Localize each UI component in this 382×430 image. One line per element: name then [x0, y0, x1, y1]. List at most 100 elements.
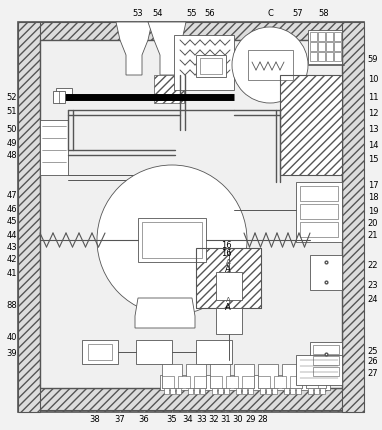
Bar — [242, 376, 254, 388]
Bar — [248, 50, 293, 80]
Text: 59: 59 — [368, 55, 378, 64]
Bar — [226, 376, 238, 388]
Bar — [290, 376, 302, 388]
Bar — [258, 376, 270, 388]
Bar — [196, 248, 261, 308]
Bar — [242, 388, 247, 394]
Bar — [40, 40, 342, 388]
Bar — [200, 388, 205, 394]
Text: 22: 22 — [368, 261, 378, 270]
Text: 23: 23 — [368, 280, 378, 289]
Bar — [176, 388, 181, 394]
Bar — [248, 388, 253, 394]
Text: 56: 56 — [205, 9, 215, 18]
Bar — [178, 376, 190, 388]
Bar — [280, 75, 342, 175]
Text: 10: 10 — [368, 76, 378, 85]
Text: 38: 38 — [90, 415, 100, 424]
Circle shape — [97, 165, 247, 315]
Bar — [318, 52, 325, 61]
Bar — [334, 32, 341, 41]
Bar — [310, 42, 317, 51]
Text: 25: 25 — [368, 347, 378, 356]
Bar — [280, 75, 342, 175]
Bar — [162, 364, 182, 388]
Bar — [200, 58, 222, 74]
Bar — [142, 222, 202, 258]
Bar — [194, 388, 199, 394]
Text: 52: 52 — [7, 93, 17, 102]
Text: 54: 54 — [153, 9, 163, 18]
Bar — [32, 32, 350, 397]
Polygon shape — [135, 298, 195, 328]
Bar — [210, 376, 222, 388]
Bar — [308, 30, 342, 64]
Bar — [196, 248, 261, 308]
Bar — [53, 91, 65, 103]
Bar — [342, 22, 364, 412]
Bar — [18, 22, 40, 412]
Text: 48: 48 — [7, 151, 17, 160]
Text: 41: 41 — [7, 268, 17, 277]
Text: 51: 51 — [7, 108, 17, 117]
Polygon shape — [116, 22, 152, 75]
Bar — [284, 388, 289, 394]
Bar — [300, 204, 338, 219]
Polygon shape — [148, 22, 186, 75]
Bar — [310, 32, 317, 41]
Bar — [216, 272, 242, 300]
Text: A: A — [225, 265, 231, 274]
Text: A: A — [226, 297, 230, 303]
Text: 16: 16 — [221, 240, 231, 249]
Bar — [236, 388, 241, 394]
Bar — [326, 42, 333, 51]
Text: 39: 39 — [7, 348, 17, 357]
Bar — [210, 364, 230, 388]
Text: 34: 34 — [183, 415, 193, 424]
Text: 30: 30 — [233, 415, 243, 424]
Bar — [154, 75, 184, 103]
Text: 47: 47 — [7, 190, 17, 200]
Bar — [82, 340, 118, 364]
Text: 49: 49 — [7, 138, 17, 147]
Bar — [162, 376, 174, 388]
Bar — [266, 388, 271, 394]
Bar — [313, 356, 339, 365]
Bar — [313, 367, 339, 376]
Text: 28: 28 — [258, 415, 268, 424]
Text: 29: 29 — [246, 415, 256, 424]
Bar — [314, 388, 319, 394]
Text: 37: 37 — [115, 415, 125, 424]
Text: 17: 17 — [368, 181, 378, 190]
Text: 16: 16 — [221, 249, 231, 258]
Bar — [32, 22, 350, 40]
Text: A: A — [225, 304, 231, 313]
Bar — [218, 388, 223, 394]
Text: 19: 19 — [368, 206, 378, 215]
Bar — [310, 342, 342, 382]
Bar — [313, 345, 339, 354]
Bar — [260, 388, 265, 394]
Text: 32: 32 — [209, 415, 219, 424]
Bar — [296, 388, 301, 394]
Bar — [56, 88, 72, 100]
Bar — [186, 364, 206, 388]
Bar — [234, 364, 254, 388]
Bar — [334, 52, 341, 61]
Bar — [326, 32, 333, 41]
Text: 50: 50 — [7, 126, 17, 135]
Text: 15: 15 — [368, 156, 378, 165]
Bar — [334, 42, 341, 51]
Text: 27: 27 — [368, 369, 378, 378]
Bar — [290, 388, 295, 394]
Bar — [138, 218, 206, 262]
Text: 45: 45 — [7, 218, 17, 227]
Bar — [188, 388, 193, 394]
Bar — [164, 388, 169, 394]
Text: 55: 55 — [187, 9, 197, 18]
Text: 40: 40 — [7, 334, 17, 343]
Circle shape — [232, 27, 308, 103]
Bar — [296, 182, 342, 242]
Bar — [136, 340, 172, 364]
Bar — [40, 120, 68, 175]
